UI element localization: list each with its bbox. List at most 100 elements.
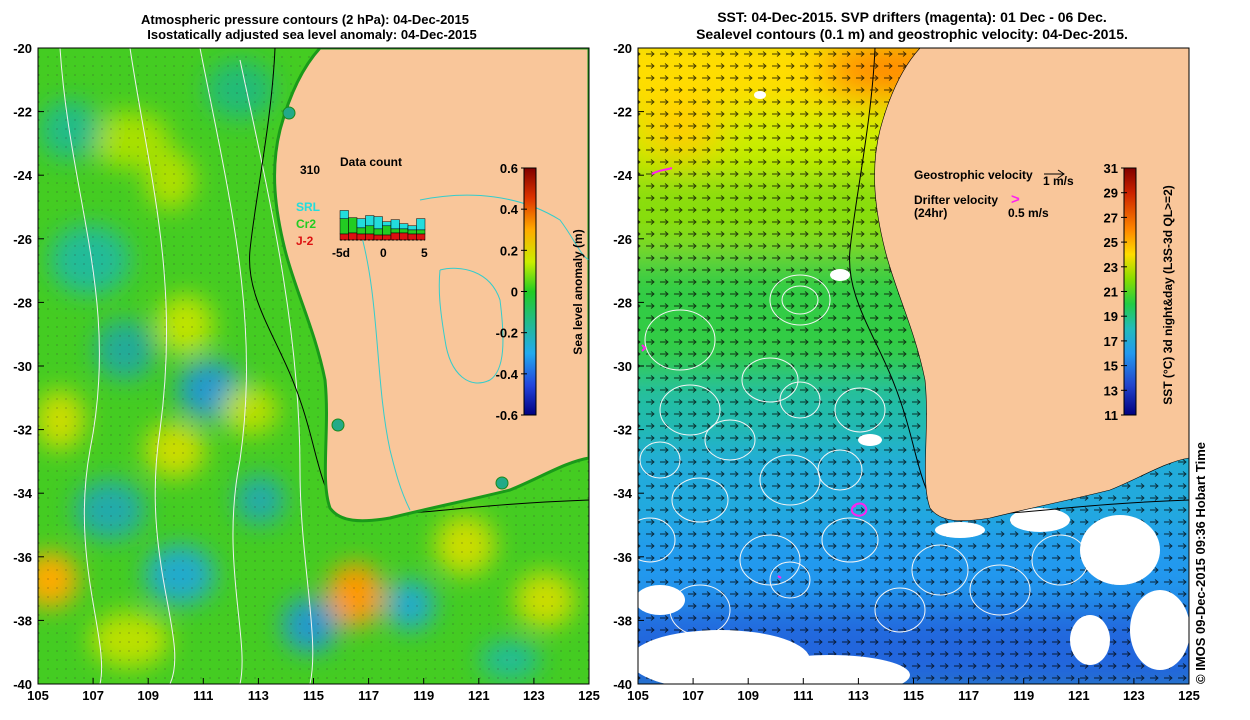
tide-gauge-marker [282,106,296,120]
y-tick-label: -30 [13,359,32,374]
inset-bar-j2 [382,234,392,241]
inset-xlabel-1: 0 [380,246,387,260]
geo-velocity-scale: 1 m/s [1043,174,1074,188]
inset-bar-j2 [365,233,375,241]
x-tick-label: 115 [903,688,924,703]
colorbar-tick-label: 23 [1104,260,1118,275]
x-tick-label: 115 [303,688,324,703]
drifter-velocity-label: Drifter velocity [914,193,998,207]
inset-bar-cr2 [416,229,426,235]
colorbar-tick-label: 31 [1104,161,1118,176]
right-title-line2: Sealevel contours (0.1 m) and geostrophi… [696,26,1128,42]
y-tick-label: -38 [613,613,632,628]
x-tick-label: 125 [578,688,600,703]
velocity-legend: Geostrophic velocity 1 m/s Drifter veloc… [914,168,1074,220]
y-tick-label: -22 [613,105,632,120]
x-tick-label: 125 [1178,688,1200,703]
y-tick-label: -26 [613,232,632,247]
geo-velocity-label: Geostrophic velocity [914,168,1033,182]
inset-bar-j2 [339,233,349,241]
inset-bar-srl [339,210,349,219]
legend-cr2: Cr2 [296,217,316,231]
x-tick-label: 107 [82,688,104,703]
right-colorbar-label: SST (°C) 3d night&day (L3S-3d QL>=2) [1161,185,1175,405]
colorbar-tick-label: 13 [1104,383,1118,398]
drifter-velocity-scale: 0.5 m/s [1008,206,1049,220]
australia-land-left [273,48,589,523]
right-map: Geostrophic velocity 1 m/s Drifter veloc… [638,48,1189,684]
inset-bar-j2 [399,232,409,241]
colorbar-tick-label: -0.2 [496,326,518,341]
tide-gauge-marker [331,418,345,432]
x-tick-label: 117 [958,688,979,703]
shelf-break-line-right [849,48,1189,515]
inset-bar-srl [390,219,400,230]
inset-bar-cr2 [365,225,375,235]
colorbar-tick-label: -0.6 [496,408,518,423]
inset-bar-srl [407,225,417,231]
x-tick-label: 107 [682,688,704,703]
inset-bar-cr2 [399,228,409,234]
y-tick-label: -34 [13,486,33,501]
left-colorbar-ticks: 0.6 0.4 0.2 0 -0.2 -0.4 -0.6 [496,161,527,423]
data-count-inset: Data count 310 SRL Cr2 J-2 -5d 0 5 [296,155,428,260]
inset-bar-cr2 [373,228,383,236]
copyright-notice: © IMOS 09-Dec-2015 09:36 Hobart Time [1193,442,1208,684]
x-tick-label: 109 [737,688,759,703]
inset-xlabel-2: 5 [421,246,428,260]
colorbar-tick-label: 17 [1104,334,1118,349]
y-tick-label: -26 [13,232,32,247]
inset-max-label: 310 [300,163,320,177]
left-colorbar-label: Sea level anomaly (m) [571,229,585,354]
y-tick-label: -24 [13,168,33,183]
legend-j2: J-2 [296,234,314,248]
inset-bar-srl [416,218,426,231]
y-tick-label: -32 [13,423,32,438]
drifter-arrow-symbol: > [1011,191,1020,208]
left-title-line1: Atmospheric pressure contours (2 hPa): 0… [141,12,469,27]
inset-bar-srl [373,216,383,230]
x-tick-label: 105 [627,688,649,703]
cloud-mask [638,91,1189,684]
left-x-axis: 105 107 109 111 113 115 117 119 121 123 125 [27,678,600,703]
left-title-line2: Isostatically adjusted sea level anomaly… [147,27,477,42]
x-tick-label: 109 [137,688,159,703]
inset-title: Data count [340,155,402,169]
right-title-line1: SST: 04-Dec-2015. SVP drifters (magenta)… [717,9,1107,25]
colorbar-tick-label: 19 [1104,309,1118,324]
colorbar-tick-label: 29 [1104,186,1118,201]
geo-velocity-arrow [1044,169,1065,179]
colorbar-tick-label: -0.4 [496,367,519,382]
y-tick-label: -34 [613,486,633,501]
y-tick-label: -20 [13,41,32,56]
x-tick-label: 113 [248,688,269,703]
inset-bar-cr2 [382,225,392,236]
legend-srl: SRL [296,200,320,214]
left-map: Data count 310 SRL Cr2 J-2 -5d 0 5 [38,48,589,684]
drifter-velocity-sub: (24hr) [914,206,947,220]
x-tick-label: 105 [27,688,49,703]
x-tick-label: 123 [523,688,545,703]
colorbar-tick-label: 0.2 [500,243,518,258]
y-tick-label: -38 [13,613,32,628]
colorbar-tick-label: 15 [1104,359,1118,374]
right-y-axis: -20 -22 -24 -26 -28 -30 -32 -34 -36 -38 -40 [613,41,644,692]
inset-bar-j2 [356,233,366,241]
x-tick-label: 111 [193,688,213,703]
inset-xlabel-0: -5d [332,246,350,260]
inset-bar-j2 [348,232,358,241]
inset-bar-cr2 [407,229,417,235]
colorbar-tick-label: 27 [1104,210,1118,225]
inset-bar-cr2 [348,217,358,234]
left-y-axis: -20 -22 -24 -26 -28 -30 -32 -34 -36 -38 -40 [13,41,44,692]
x-tick-label: 111 [793,688,813,703]
inset-bar-j2 [373,234,383,241]
x-tick-label: 119 [413,688,434,703]
right-x-axis: 105 107 109 111 113 115 117 119 121 123 125 [627,678,1200,703]
inset-bar-cr2 [339,218,349,235]
inset-bar-j2 [390,232,400,241]
x-tick-label: 113 [848,688,869,703]
colorbar-tick-label: 0 [511,285,518,300]
tide-gauge-marker [495,476,509,490]
inset-bar-cr2 [390,228,400,234]
